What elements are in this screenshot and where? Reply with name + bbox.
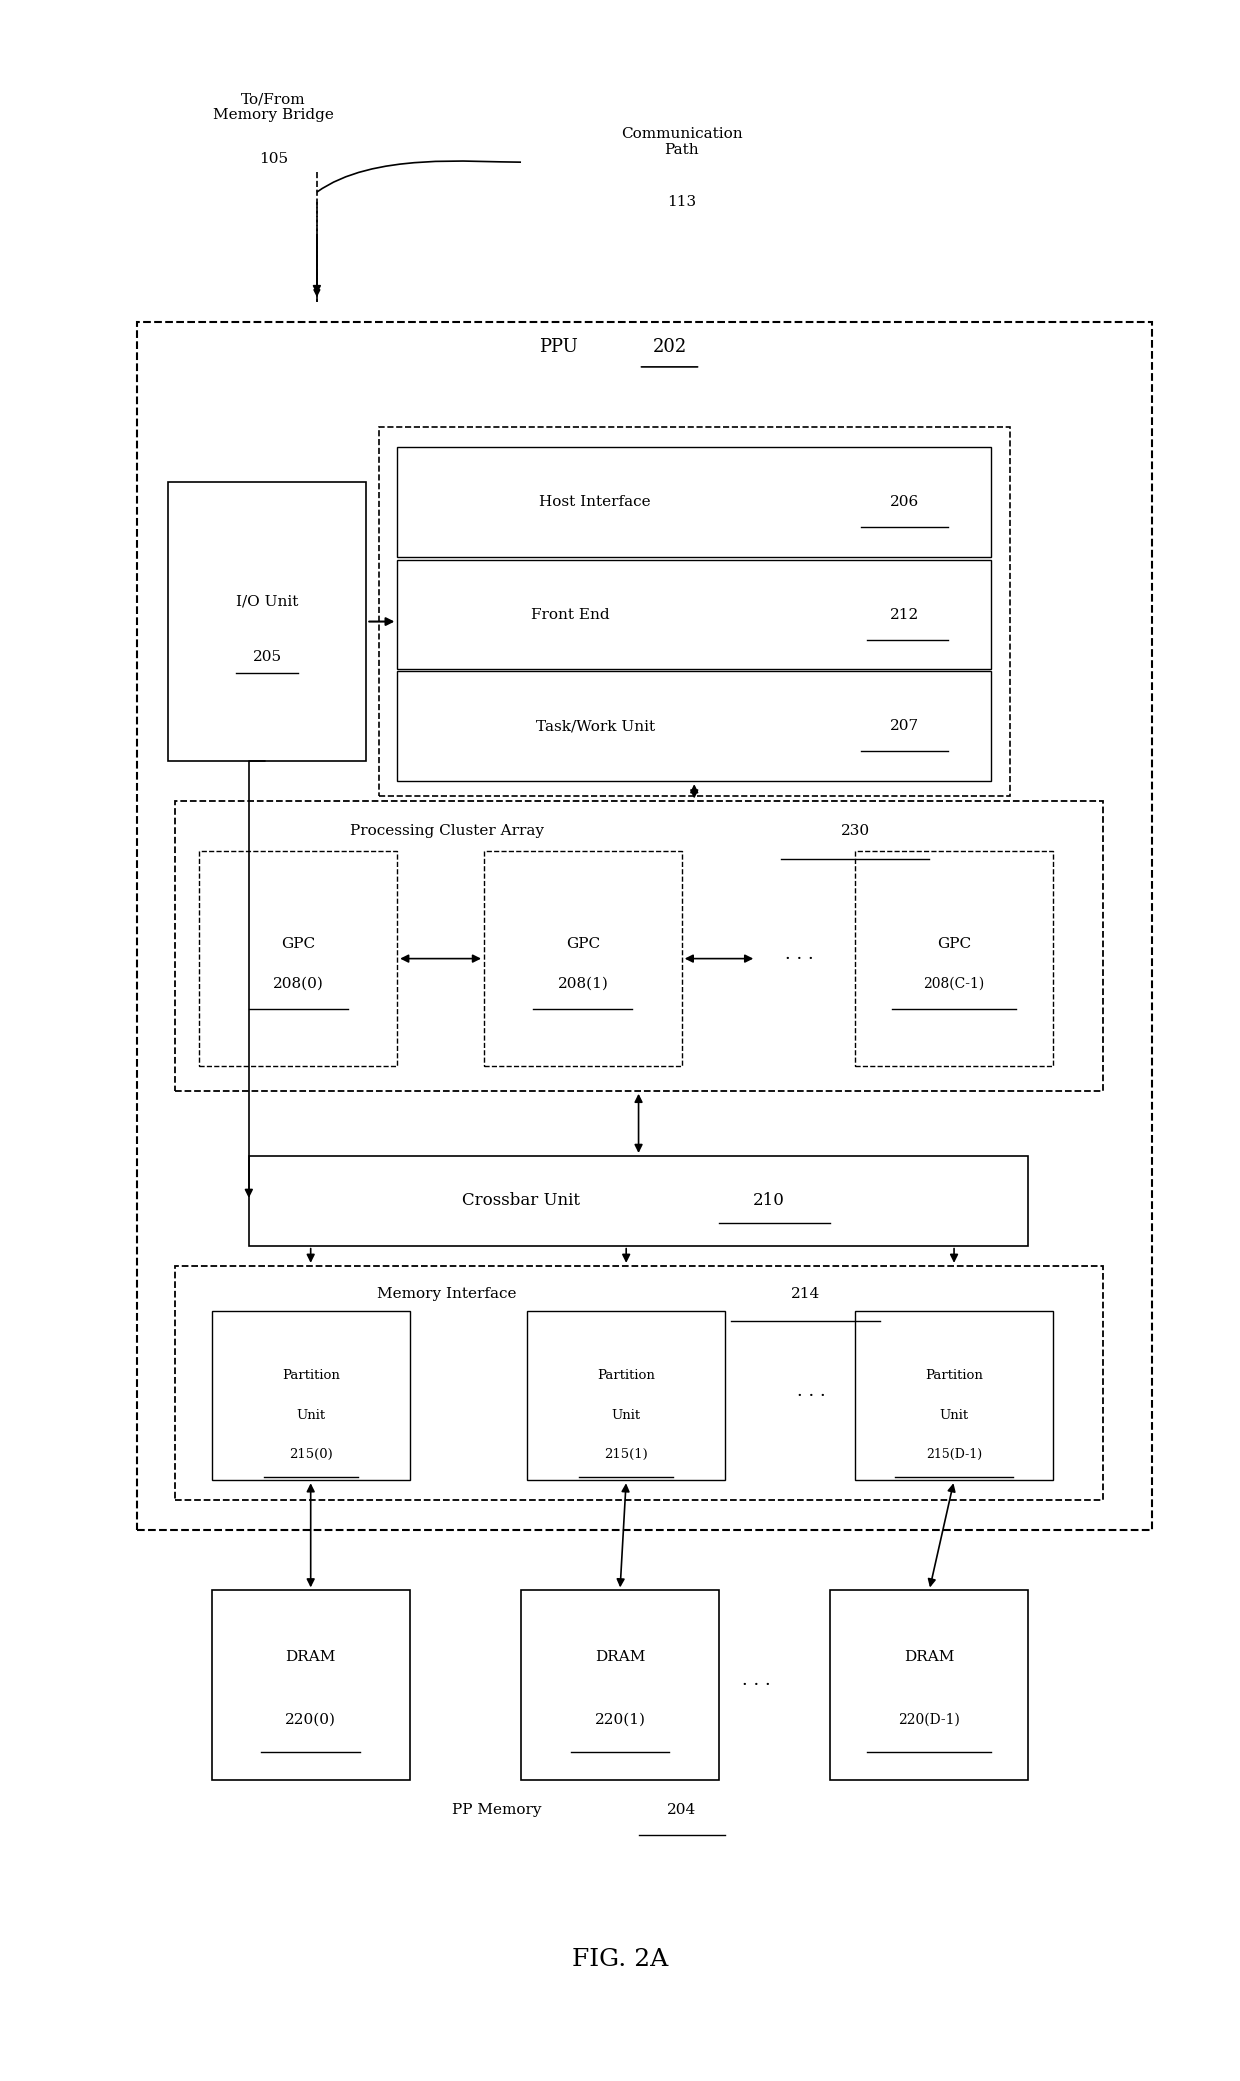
Text: GPC: GPC [937,936,971,951]
Text: Unit: Unit [296,1409,325,1423]
Text: 207: 207 [890,720,919,733]
Text: Task/Work Unit: Task/Work Unit [536,720,655,733]
Text: PPU: PPU [538,337,578,356]
Text: 204: 204 [667,1802,697,1817]
Bar [200,851,397,1065]
Bar [175,801,1102,1090]
Text: Partition: Partition [598,1369,655,1382]
Bar [484,851,682,1065]
Text: 230: 230 [841,824,869,839]
Text: Partition: Partition [281,1369,340,1382]
Text: DRAM: DRAM [595,1650,645,1663]
Text: Partition: Partition [925,1369,983,1382]
Text: 105: 105 [259,152,288,166]
Bar [212,1590,409,1779]
Bar [175,1265,1102,1500]
Text: · · ·: · · · [785,949,813,968]
Text: 220(0): 220(0) [285,1713,336,1727]
Text: Crossbar Unit: Crossbar Unit [463,1192,580,1209]
Text: Processing Cluster Array: Processing Cluster Array [350,824,544,839]
Text: GPC: GPC [565,936,600,951]
Text: 113: 113 [667,196,697,208]
Text: Communication
Path: Communication Path [621,127,743,158]
Text: GPC: GPC [281,936,315,951]
Bar [397,447,991,556]
Bar [831,1590,1028,1779]
Text: 208(C-1): 208(C-1) [924,976,985,991]
Text: Front End: Front End [531,608,610,622]
Bar [138,323,1152,1530]
Text: · · ·: · · · [742,1675,770,1694]
Text: 205: 205 [253,649,281,664]
Text: 215(1): 215(1) [604,1448,649,1461]
Text: 214: 214 [791,1286,820,1301]
Text: I/O Unit: I/O Unit [236,595,299,608]
Text: · · ·: · · · [797,1386,826,1405]
Bar [169,481,366,762]
Bar [249,1155,1028,1247]
Bar [856,1311,1053,1480]
Text: 220(D-1): 220(D-1) [898,1713,960,1727]
Bar [856,851,1053,1065]
Text: 212: 212 [890,608,919,622]
Text: 206: 206 [890,495,919,508]
Text: 210: 210 [753,1192,785,1209]
Text: DRAM: DRAM [285,1650,336,1663]
Text: FIG. 2A: FIG. 2A [572,1948,668,1971]
Text: To/From
Memory Bridge: To/From Memory Bridge [213,92,334,123]
Text: DRAM: DRAM [904,1650,955,1663]
Text: Memory Interface: Memory Interface [377,1286,517,1301]
Bar [212,1311,409,1480]
Text: 208(0): 208(0) [273,976,324,991]
Text: 220(1): 220(1) [594,1713,646,1727]
Bar [378,427,1009,797]
Text: 215(D-1): 215(D-1) [926,1448,982,1461]
Text: 208(1): 208(1) [558,976,609,991]
Bar [397,560,991,670]
Text: 215(0): 215(0) [289,1448,332,1461]
Text: PP Memory: PP Memory [451,1802,541,1817]
Text: Unit: Unit [940,1409,968,1423]
Text: Host Interface: Host Interface [539,495,651,508]
Text: Unit: Unit [611,1409,641,1423]
Bar [527,1311,725,1480]
Text: 202: 202 [652,337,687,356]
Bar [521,1590,719,1779]
Bar [397,672,991,780]
